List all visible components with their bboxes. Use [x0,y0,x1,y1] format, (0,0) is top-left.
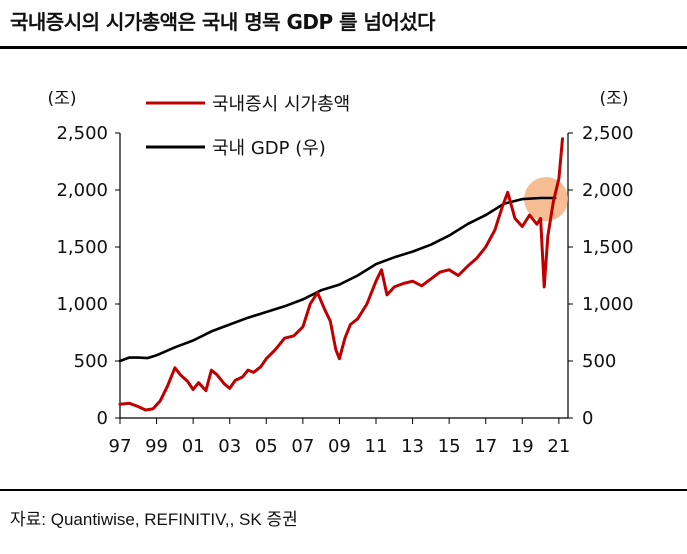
legend-label: 국내증시 시가총액 [212,94,350,115]
x-tick-label: 07 [291,436,314,457]
y-tick-label-right: 1,500 [582,237,634,258]
y-tick-label-left: 0 [97,408,108,429]
y-tick-label-right: 500 [582,351,616,372]
x-tick-label: 13 [401,436,424,457]
chart-axes: 0 0 500 500 1,000 1,000 1,500 1,500 2,000 2,000 2,… [48,89,634,457]
x-tick-label: 09 [328,436,351,457]
y-tick-label-left: 2,500 [56,123,108,144]
x-tick-label: 11 [365,436,388,457]
source-note: 자료: Quantiwise, REFINITIV,, SK 증권 [10,510,298,529]
page-title: 국내증시의 시가총액은 국내 명목 GDP 를 넘어섰다 [10,10,436,34]
x-tick-label: 03 [218,436,241,457]
legend-label: 국내 GDP (우) [212,138,326,159]
x-tick-label: 21 [547,436,570,457]
y-unit-right: (조) [600,89,629,109]
market-cap-series-line [118,137,564,412]
y-tick-label-left: 500 [74,351,108,372]
x-tick-label: 99 [145,436,168,457]
top-divider [0,46,687,49]
x-tick-label: 01 [182,436,205,457]
y-tick-label-left: 2,000 [56,180,108,201]
gdp-series-line [118,196,557,363]
x-tick-label: 97 [109,436,132,457]
y-tick-label-right: 0 [582,408,593,429]
chart-series [118,137,564,412]
y-unit-left: (조) [48,89,77,109]
y-tick-label-left: 1,000 [56,294,108,315]
bottom-divider [0,489,687,491]
x-tick-label: 05 [255,436,278,457]
x-tick-label: 19 [511,436,534,457]
x-tick-label: 17 [474,436,497,457]
y-tick-label-right: 2,000 [582,180,634,201]
y-tick-label-right: 2,500 [582,123,634,144]
x-tick-label: 15 [438,436,461,457]
y-tick-label-right: 1,000 [582,294,634,315]
y-tick-label-left: 1,500 [56,237,108,258]
